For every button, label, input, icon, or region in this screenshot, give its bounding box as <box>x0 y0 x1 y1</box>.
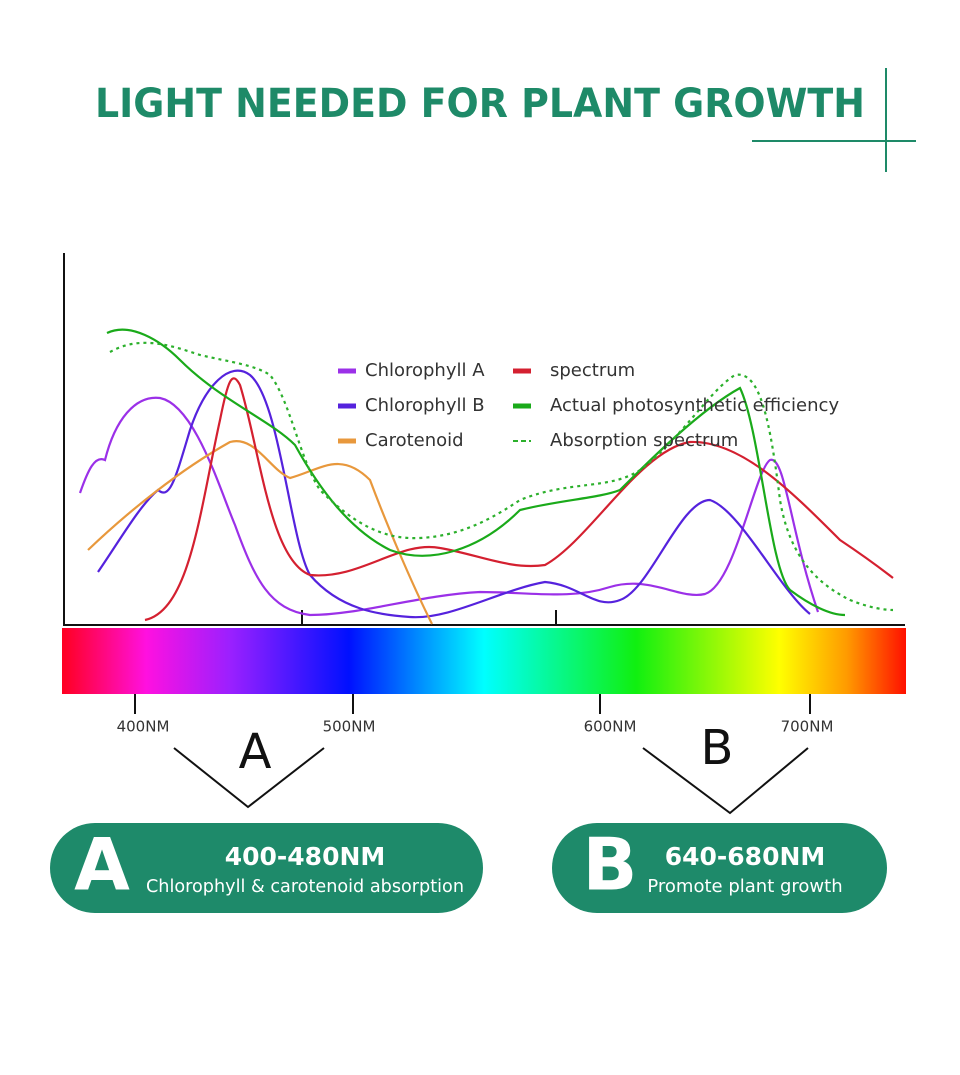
title: LIGHT NEEDED FOR PLANT GROWTH <box>95 81 865 127</box>
wavelength-ticks <box>134 694 811 714</box>
card-letter: B <box>583 823 638 907</box>
legend-label: Chlorophyll B <box>365 395 485 416</box>
legend-label: spectrum <box>550 360 635 381</box>
card-description: Promote plant growth <box>647 876 842 897</box>
card-range: 400-480NM <box>225 842 386 871</box>
wavelength-label: 500NM <box>323 718 376 736</box>
curve <box>78 396 820 617</box>
spectrum-bar <box>62 628 906 694</box>
card-letter: A <box>74 823 130 907</box>
card-description: Chlorophyll & carotenoid absorption <box>146 876 464 897</box>
wavelength-label: 600NM <box>584 718 637 736</box>
legend-label: Absorption spectrum <box>550 430 738 451</box>
curve <box>87 439 433 625</box>
curve <box>106 328 846 617</box>
band-letter: B <box>701 720 734 776</box>
curve <box>109 341 894 612</box>
curve <box>144 377 894 622</box>
wavelength-label: 700NM <box>781 718 834 736</box>
card <box>50 823 483 913</box>
curve <box>97 369 811 619</box>
card-range: 640-680NM <box>665 842 826 871</box>
wavelength-label: 400NM <box>117 718 170 736</box>
card <box>552 823 887 913</box>
legend-label: Actual photosynthetic efficiency <box>550 395 839 416</box>
legend-label: Carotenoid <box>365 430 464 451</box>
legend-label: Chlorophyll A <box>365 360 485 381</box>
band-bracket <box>173 747 325 809</box>
band-bracket <box>642 747 809 815</box>
band-letter: A <box>239 724 272 780</box>
